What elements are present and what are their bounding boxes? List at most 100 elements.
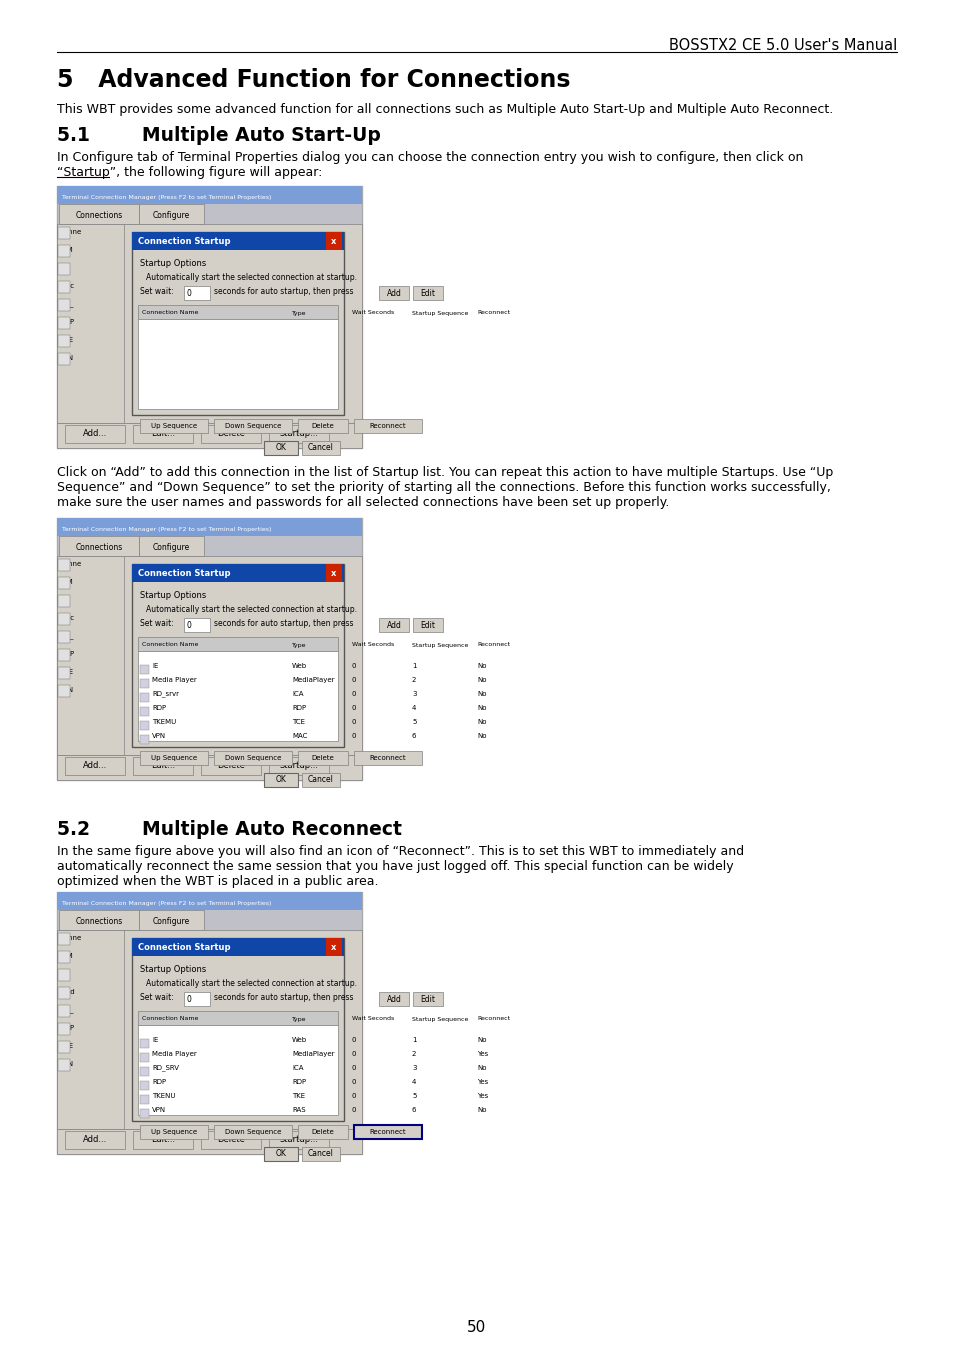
Text: ICA: ICA bbox=[292, 1065, 303, 1071]
Bar bbox=[57, 892, 361, 1154]
Bar bbox=[140, 1096, 149, 1104]
Bar bbox=[57, 186, 361, 449]
Bar bbox=[140, 1125, 208, 1139]
Text: IE: IE bbox=[60, 597, 67, 603]
Text: RDP: RDP bbox=[152, 1079, 166, 1085]
Text: Cancel: Cancel bbox=[308, 1150, 334, 1159]
Text: Edit: Edit bbox=[420, 620, 435, 630]
Bar bbox=[302, 440, 339, 455]
Text: VPN: VPN bbox=[60, 1061, 74, 1067]
Text: 4: 4 bbox=[412, 1079, 416, 1085]
Bar bbox=[140, 735, 149, 744]
Bar bbox=[413, 617, 442, 632]
Bar bbox=[57, 557, 361, 755]
Text: Edit: Edit bbox=[420, 994, 435, 1004]
Text: Add: Add bbox=[386, 289, 401, 297]
Text: Startup Options: Startup Options bbox=[140, 592, 206, 600]
Text: VPN: VPN bbox=[152, 1106, 166, 1113]
Bar bbox=[184, 992, 210, 1006]
Text: In Configure tab of Terminal Properties dialog you can choose the connection ent: In Configure tab of Terminal Properties … bbox=[57, 151, 802, 163]
Text: TKE: TKE bbox=[60, 1043, 73, 1048]
Bar bbox=[57, 224, 124, 423]
Bar bbox=[302, 1147, 339, 1161]
Bar bbox=[264, 440, 297, 455]
Bar bbox=[140, 419, 208, 434]
Text: RDP: RDP bbox=[292, 1079, 306, 1085]
Text: Delete: Delete bbox=[217, 1135, 245, 1144]
Text: Sequence” and “Down Sequence” to set the priority of starting all the connection: Sequence” and “Down Sequence” to set the… bbox=[57, 481, 830, 494]
Text: 0: 0 bbox=[187, 994, 192, 1004]
Bar bbox=[269, 757, 329, 775]
Text: RD_: RD_ bbox=[60, 632, 73, 639]
Bar bbox=[354, 419, 421, 434]
Text: IE: IE bbox=[60, 971, 67, 977]
Bar bbox=[58, 353, 70, 365]
Bar bbox=[138, 305, 337, 319]
Text: Add: Add bbox=[386, 994, 401, 1004]
Text: Media Player: Media Player bbox=[152, 1051, 196, 1056]
Text: Reconnect: Reconnect bbox=[476, 643, 510, 647]
Bar bbox=[58, 559, 70, 571]
Bar bbox=[132, 757, 193, 775]
Bar bbox=[184, 617, 210, 632]
Bar bbox=[58, 281, 70, 293]
Text: Startup...: Startup... bbox=[279, 430, 318, 439]
Text: Connections: Connections bbox=[75, 916, 123, 925]
Bar bbox=[57, 892, 361, 911]
Bar bbox=[140, 721, 149, 730]
Text: 0: 0 bbox=[352, 734, 356, 739]
Text: IBM: IBM bbox=[60, 580, 72, 585]
Text: VPN: VPN bbox=[60, 688, 74, 693]
Text: RD_: RD_ bbox=[60, 301, 73, 308]
Text: No: No bbox=[476, 1065, 486, 1071]
Bar bbox=[57, 423, 361, 449]
Bar bbox=[213, 419, 292, 434]
Text: Connections: Connections bbox=[75, 543, 123, 551]
Text: MAC: MAC bbox=[292, 734, 307, 739]
Text: “Startup”, the following figure will appear:: “Startup”, the following figure will app… bbox=[57, 166, 322, 178]
Text: Terminal Connection Manager (Press F2 to set Terminal Properties): Terminal Connection Manager (Press F2 to… bbox=[62, 527, 271, 531]
Text: TKE: TKE bbox=[60, 336, 73, 343]
Bar bbox=[132, 426, 193, 443]
Text: 0: 0 bbox=[352, 1093, 356, 1098]
Text: Edit...: Edit... bbox=[151, 1135, 175, 1144]
Bar bbox=[140, 693, 149, 703]
Bar bbox=[213, 751, 292, 765]
Bar bbox=[297, 751, 348, 765]
Text: Edit...: Edit... bbox=[151, 762, 175, 770]
Bar bbox=[58, 988, 70, 998]
Text: No: No bbox=[476, 705, 486, 711]
Text: This WBT provides some advanced function for all connections such as Multiple Au: This WBT provides some advanced function… bbox=[57, 103, 832, 116]
Text: RD_: RD_ bbox=[60, 1006, 73, 1013]
FancyBboxPatch shape bbox=[139, 536, 204, 557]
Bar bbox=[378, 992, 409, 1006]
Text: OK: OK bbox=[275, 443, 286, 453]
Bar bbox=[140, 1067, 149, 1075]
Text: Wait Seconds: Wait Seconds bbox=[352, 311, 394, 316]
Text: No: No bbox=[476, 1038, 486, 1043]
Text: Delete: Delete bbox=[312, 755, 334, 761]
Bar bbox=[58, 1059, 70, 1071]
Text: Startup Sequence: Startup Sequence bbox=[412, 311, 468, 316]
Bar bbox=[132, 563, 344, 582]
Text: 0: 0 bbox=[187, 620, 192, 630]
Bar bbox=[65, 426, 125, 443]
Text: Conne: Conne bbox=[60, 561, 82, 567]
Bar bbox=[58, 934, 70, 944]
Text: Connection Startup: Connection Startup bbox=[138, 570, 231, 578]
Text: No: No bbox=[476, 663, 486, 669]
Text: IBM: IBM bbox=[60, 247, 72, 253]
Text: No: No bbox=[476, 734, 486, 739]
Text: 0: 0 bbox=[352, 1038, 356, 1043]
Bar bbox=[132, 232, 344, 250]
Text: 3: 3 bbox=[412, 1065, 416, 1071]
Text: 0: 0 bbox=[352, 1065, 356, 1071]
Text: 5   Advanced Function for Connections: 5 Advanced Function for Connections bbox=[57, 68, 570, 92]
Text: Connection Name: Connection Name bbox=[142, 643, 198, 647]
Text: No: No bbox=[476, 677, 486, 684]
Bar bbox=[132, 1131, 193, 1148]
Bar bbox=[58, 969, 70, 981]
Text: Configure: Configure bbox=[152, 916, 190, 925]
Text: Automatically start the selected connection at startup.: Automatically start the selected connect… bbox=[146, 605, 356, 615]
Text: Reconnect: Reconnect bbox=[370, 755, 406, 761]
